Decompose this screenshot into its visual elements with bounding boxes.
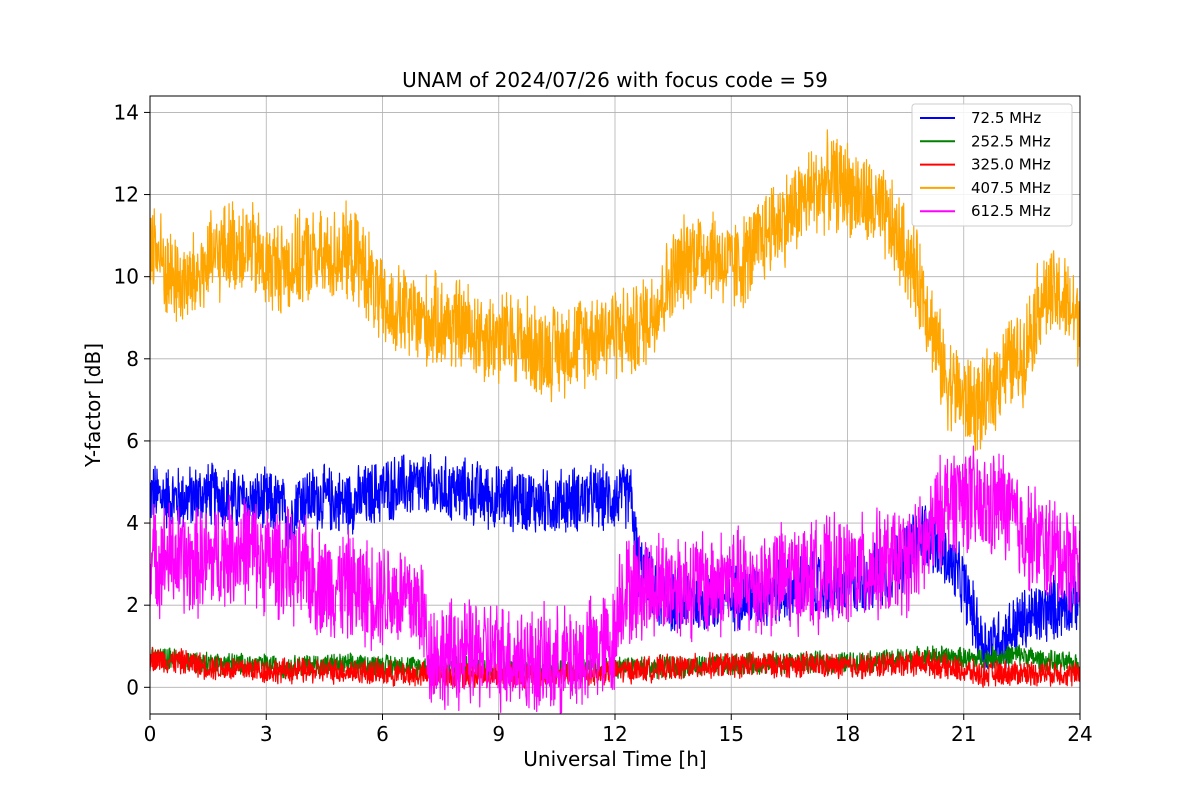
x-tick-label: 0: [144, 722, 157, 746]
series-layer: [150, 129, 1080, 714]
y-tick-label: 4: [126, 511, 139, 535]
x-tick-label: 24: [1067, 722, 1092, 746]
y-tick-label: 14: [114, 100, 139, 124]
legend-label: 72.5 MHz: [971, 109, 1041, 127]
x-tick-label: 15: [719, 722, 744, 746]
x-axis-ticks: 0 3 6 9 12 15 18 21 24: [144, 714, 1093, 746]
y-tick-label: 10: [114, 265, 139, 289]
y-axis-ticks: 0 2 4 6 8 10 12 14: [114, 100, 150, 699]
x-tick-label: 18: [835, 722, 860, 746]
x-tick-label: 3: [260, 722, 273, 746]
series-line-4: [150, 445, 1080, 714]
legend-box: [911, 103, 1073, 227]
x-tick-label: 21: [951, 722, 976, 746]
y-tick-label: 12: [114, 183, 139, 207]
legend-label: 407.5 MHz: [971, 179, 1051, 197]
x-tick-label: 12: [602, 722, 627, 746]
x-tick-label: 9: [492, 722, 505, 746]
series-line-3: [150, 129, 1080, 452]
y-tick-label: 6: [126, 429, 139, 453]
x-axis-label: Universal Time [h]: [523, 747, 706, 771]
series-line-2: [150, 646, 1080, 689]
y-tick-label: 0: [126, 675, 139, 699]
chart-title: UNAM of 2024/07/26 with focus code = 59: [402, 68, 828, 92]
legend: 72.5 MHz 252.5 MHz 325.0 MHz 407.5 MHz 612.5…: [911, 103, 1073, 227]
x-tick-label: 6: [376, 722, 389, 746]
legend-label: 325.0 MHz: [971, 156, 1051, 174]
y-tick-label: 8: [126, 347, 139, 371]
legend-label: 252.5 MHz: [971, 132, 1051, 150]
legend-label: 612.5 MHz: [971, 202, 1051, 220]
y-tick-label: 2: [126, 593, 139, 617]
y-axis-label: Y-factor [dB]: [81, 343, 105, 468]
